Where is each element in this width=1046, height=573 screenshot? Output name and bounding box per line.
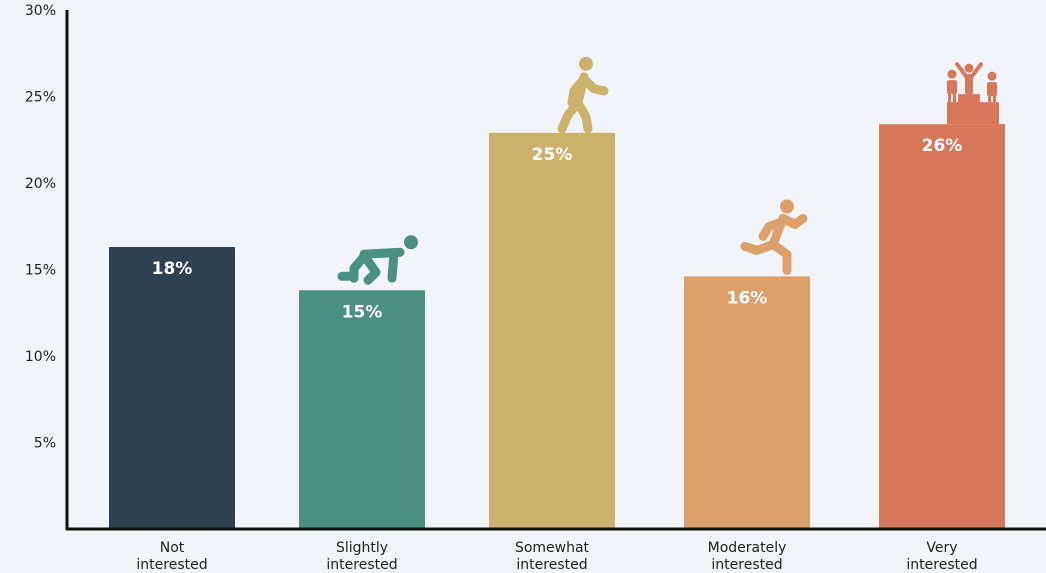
category-label: Not interested: [136, 540, 207, 573]
bar-value-label: 18%: [152, 259, 193, 279]
bar: [299, 290, 425, 529]
bar: [489, 132, 615, 529]
y-tick-label: 15%: [25, 263, 56, 279]
y-tick-label: 20%: [25, 176, 56, 192]
y-tick-label: 5%: [34, 436, 56, 452]
y-tick-label: 30%: [25, 3, 56, 19]
running-person-icon: [740, 199, 808, 275]
walking-person-icon: [557, 56, 609, 134]
bar-value-label: 15%: [342, 302, 383, 322]
bar-icons: [337, 56, 999, 285]
bar: [109, 247, 235, 529]
bars: [109, 124, 1005, 530]
category-labels: Not interested Slightly interested Somewhat i…: [136, 540, 977, 573]
crouching-start-icon: [337, 235, 418, 285]
category-label: Somewhat interested: [515, 540, 590, 573]
y-tick-label: 10%: [25, 349, 56, 365]
category-label: Very interested: [906, 540, 977, 573]
category-label: Moderately interested: [708, 540, 787, 573]
bar-value-label: 25%: [532, 145, 573, 165]
category-label: Slightly interested: [326, 540, 397, 573]
bar-value-label: 16%: [727, 288, 768, 308]
bar: [879, 124, 1005, 530]
value-labels: 18% 15% 25% 16% 26%: [152, 136, 963, 322]
podium-winners-icon: [947, 62, 999, 125]
bar: [684, 276, 810, 529]
y-tick-label: 25%: [25, 90, 56, 106]
bar-value-label: 26%: [922, 136, 963, 156]
y-axis-ticks: 5% 10% 15% 20% 25% 30%: [25, 3, 56, 452]
